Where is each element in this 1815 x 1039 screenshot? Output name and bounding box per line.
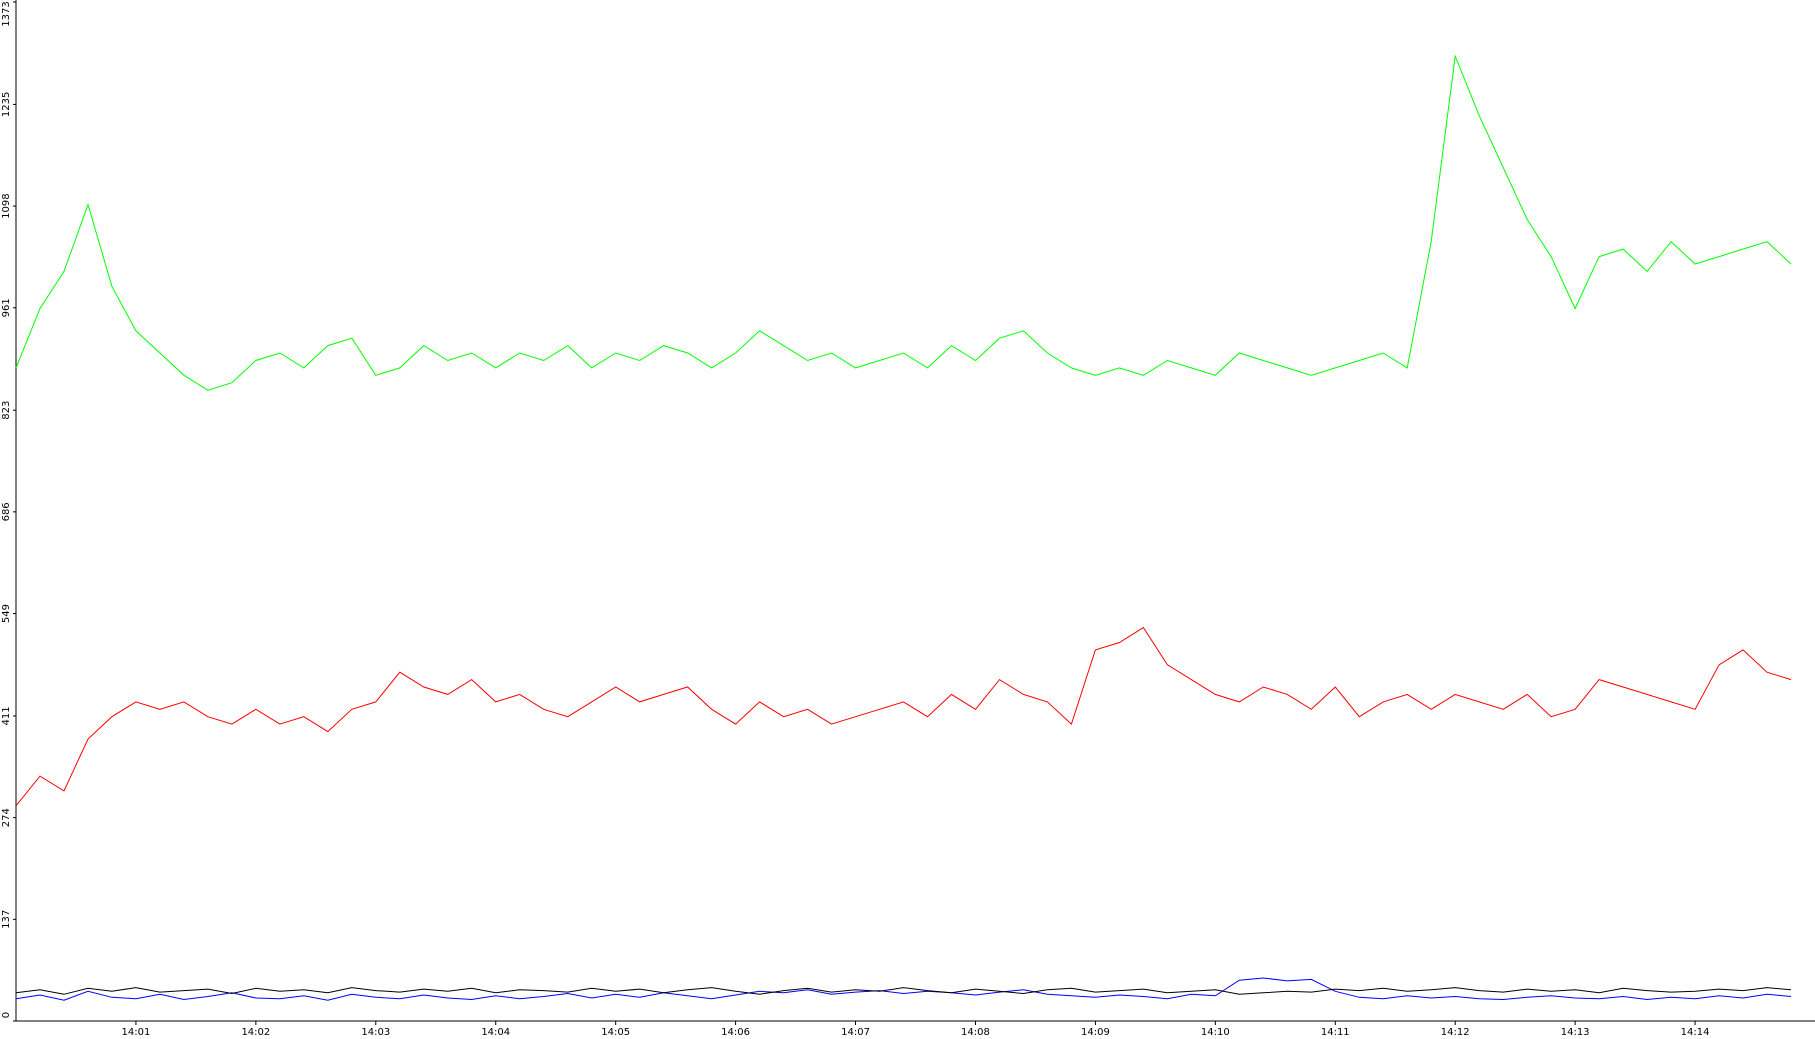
- x-tick-label: 14:10: [1201, 1027, 1230, 1038]
- x-tick-label: 14:09: [1081, 1027, 1110, 1038]
- x-tick-label: 14:12: [1441, 1027, 1470, 1038]
- y-tick-label: 1098: [1, 193, 12, 218]
- x-tick-label: 14:03: [361, 1027, 390, 1038]
- y-tick-label: 1373: [1, 1, 12, 26]
- y-tick-label: 1235: [1, 92, 12, 117]
- y-tick-label: 0: [1, 1012, 12, 1018]
- x-tick-label: 14:01: [122, 1027, 151, 1038]
- x-tick-label: 14:08: [961, 1027, 990, 1038]
- x-tick-label: 14:07: [841, 1027, 870, 1038]
- series-line: [15, 987, 1792, 995]
- series-line: [15, 54, 1792, 391]
- y-tick-label: 137: [1, 910, 12, 929]
- x-tick-label: 14:06: [721, 1027, 750, 1038]
- x-tick-label: 14:14: [1681, 1027, 1710, 1038]
- y-tick-label: 823: [1, 401, 12, 420]
- y-tick-label: 549: [1, 604, 12, 623]
- x-tick-label: 14:11: [1321, 1027, 1350, 1038]
- x-tick-label: 14:13: [1561, 1027, 1590, 1038]
- y-tick-label: 411: [1, 706, 12, 725]
- y-tick-label: 274: [1, 808, 12, 827]
- x-tick-label: 14:05: [601, 1027, 630, 1038]
- series-line: [15, 977, 1792, 1001]
- y-tick-label: 686: [1, 502, 12, 521]
- series-line: [15, 626, 1792, 807]
- y-tick-label: 961: [1, 298, 12, 317]
- x-tick-label: 14:02: [241, 1027, 270, 1038]
- x-tick-label: 14:04: [481, 1027, 510, 1038]
